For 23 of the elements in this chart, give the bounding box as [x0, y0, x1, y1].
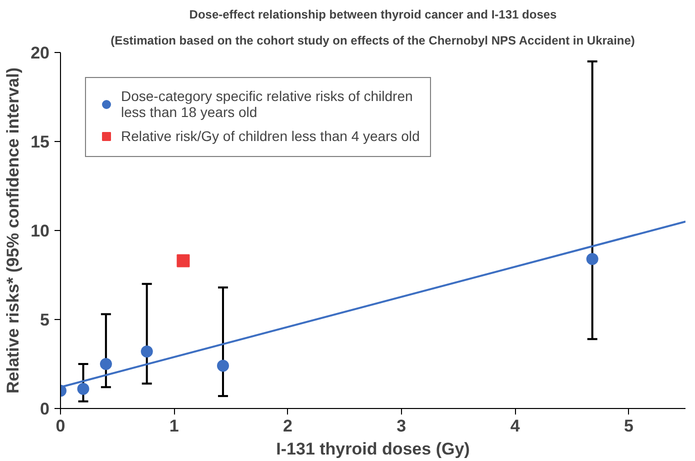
point	[586, 252, 598, 265]
point	[176, 254, 190, 268]
point	[77, 382, 90, 395]
chart-title: Dose-effect relationship between thyroid cancer and I-131 doses	[189, 8, 558, 22]
x-tick-label: 3	[396, 416, 406, 436]
y-tick-label: 0	[40, 400, 50, 418]
y-axis-title: Relative risks* (95% confidence interval)	[4, 68, 23, 394]
chart-subtitle: (Estimation based on the cohort study on effects of the Chernobyl NPS Accident in Ukraine)	[110, 34, 635, 48]
x-tick-label: 5	[624, 416, 634, 436]
legend-label: Dose-category specific relative risks of children less than 18 years old	[121, 88, 413, 120]
x-tick-label: 1	[169, 416, 179, 436]
point	[140, 346, 153, 358]
x-tick-label: 4	[510, 416, 520, 436]
y-tick-label: 15	[30, 132, 50, 152]
legend-label: Relative risk/Gy of children less than 4 years old	[121, 128, 420, 144]
y-tick-label: 10	[30, 222, 50, 240]
x-tick-label: 0	[56, 416, 66, 436]
x-axis-title: I-131 thyroid doses (Gy)	[276, 440, 470, 458]
x-tick-label: 2	[283, 416, 293, 436]
y-tick-label: 20	[30, 44, 50, 62]
point	[217, 360, 229, 372]
point	[100, 358, 112, 370]
y-tick-label: 5	[40, 310, 50, 330]
